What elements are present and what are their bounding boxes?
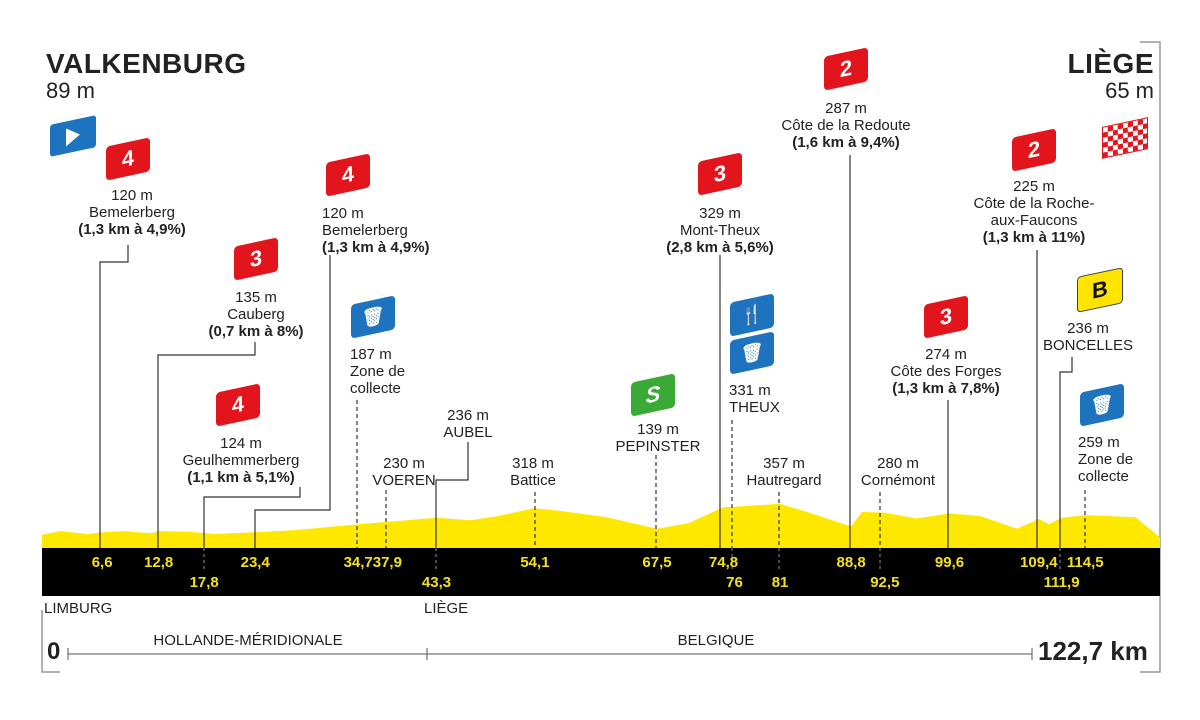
- climb-label: 120 m Bemelerberg (1,3 km à 4,9%): [322, 205, 430, 256]
- km-mark: 81: [771, 574, 789, 591]
- distance-end: 122,7 km: [1038, 636, 1148, 666]
- leader-line: [435, 442, 469, 548]
- km-mark: 43,3: [421, 574, 452, 591]
- climb-label: 287 m Côte de la Redoute (1,6 km à 9,4%): [781, 100, 911, 151]
- climb-label: 135 m Cauberg (0,7 km à 8%): [208, 289, 304, 340]
- leader-line: [99, 245, 129, 548]
- feed-zone-label: 331 m THEUX: [729, 382, 780, 416]
- region-left-label: HOLLANDE-MÉRIDIONALE: [153, 632, 343, 649]
- km-mark: 109,4: [1020, 554, 1058, 571]
- climb-label: 329 m Mont-Theux (2,8 km à 5,6%): [666, 205, 774, 256]
- km-mark: 12,8: [144, 554, 174, 571]
- climb-label: 124 m Geulhemmerberg (1,1 km à 5,1%): [182, 435, 300, 486]
- km-mark: 23,4: [240, 554, 270, 571]
- km-mark: 6,6: [91, 554, 113, 571]
- place-label: 280 m Cornémont: [860, 455, 936, 489]
- climb-label: 225 m Côte de la Roche-aux-Faucons (1,3 km…: [973, 178, 1095, 246]
- leader-lines: [99, 155, 1086, 572]
- km-mark: 76: [726, 574, 743, 591]
- km-mark: 114,5: [1066, 554, 1104, 571]
- km-mark: 99,6: [934, 554, 965, 571]
- km-mark: 37,9: [372, 554, 402, 571]
- km-mark: 17,8: [189, 574, 219, 591]
- place-label: 318 m Battice: [510, 455, 556, 489]
- km-band: [42, 548, 1160, 596]
- km-mark: 74,8: [708, 554, 739, 571]
- place-label: 357 m Hautregard: [746, 455, 822, 489]
- elevation-profile: [42, 503, 1160, 548]
- km-mark: 34,7: [343, 554, 373, 571]
- frame-right: [1140, 41, 1161, 673]
- km-mark: 67,5: [642, 554, 672, 571]
- leader-line: [254, 255, 331, 548]
- start-altitude: 89 m: [46, 78, 95, 103]
- km-mark: 111,9: [1043, 574, 1080, 591]
- km-mark: 88,8: [836, 554, 866, 571]
- frame-left: [41, 610, 60, 673]
- bonus-label: 236 m BONCELLES: [1042, 320, 1134, 354]
- km-mark: 54,1: [520, 554, 550, 571]
- finish-city: LIÈGE: [1067, 48, 1154, 79]
- region-right-label: BELGIQUE: [677, 632, 755, 649]
- leader-line: [157, 342, 256, 548]
- distance-start: 0: [47, 638, 61, 665]
- leader-line: [1059, 357, 1073, 548]
- place-label: 230 m VOEREN: [372, 455, 436, 489]
- feed-zone-label: 259 m Zone de collecte: [1078, 434, 1134, 485]
- leader-line: [203, 487, 301, 548]
- climb-label: 120 m Bemelerberg (1,3 km à 4,9%): [78, 187, 186, 238]
- km-mark: 92,5: [870, 574, 900, 591]
- liege-province-label: LIÈGE: [424, 600, 469, 617]
- feed-zone-label: 187 m Zone de collecte: [350, 346, 406, 397]
- place-label: 236 m AUBEL: [443, 407, 493, 441]
- start-city: VALKENBURG: [46, 48, 247, 79]
- sprint-label: 139 m PEPINSTER: [615, 421, 701, 455]
- limburg-label: LIMBURG: [44, 600, 113, 617]
- climb-label: 274 m Côte des Forges (1,3 km à 7,8%): [890, 346, 1002, 397]
- finish-altitude: 65 m: [1105, 78, 1154, 103]
